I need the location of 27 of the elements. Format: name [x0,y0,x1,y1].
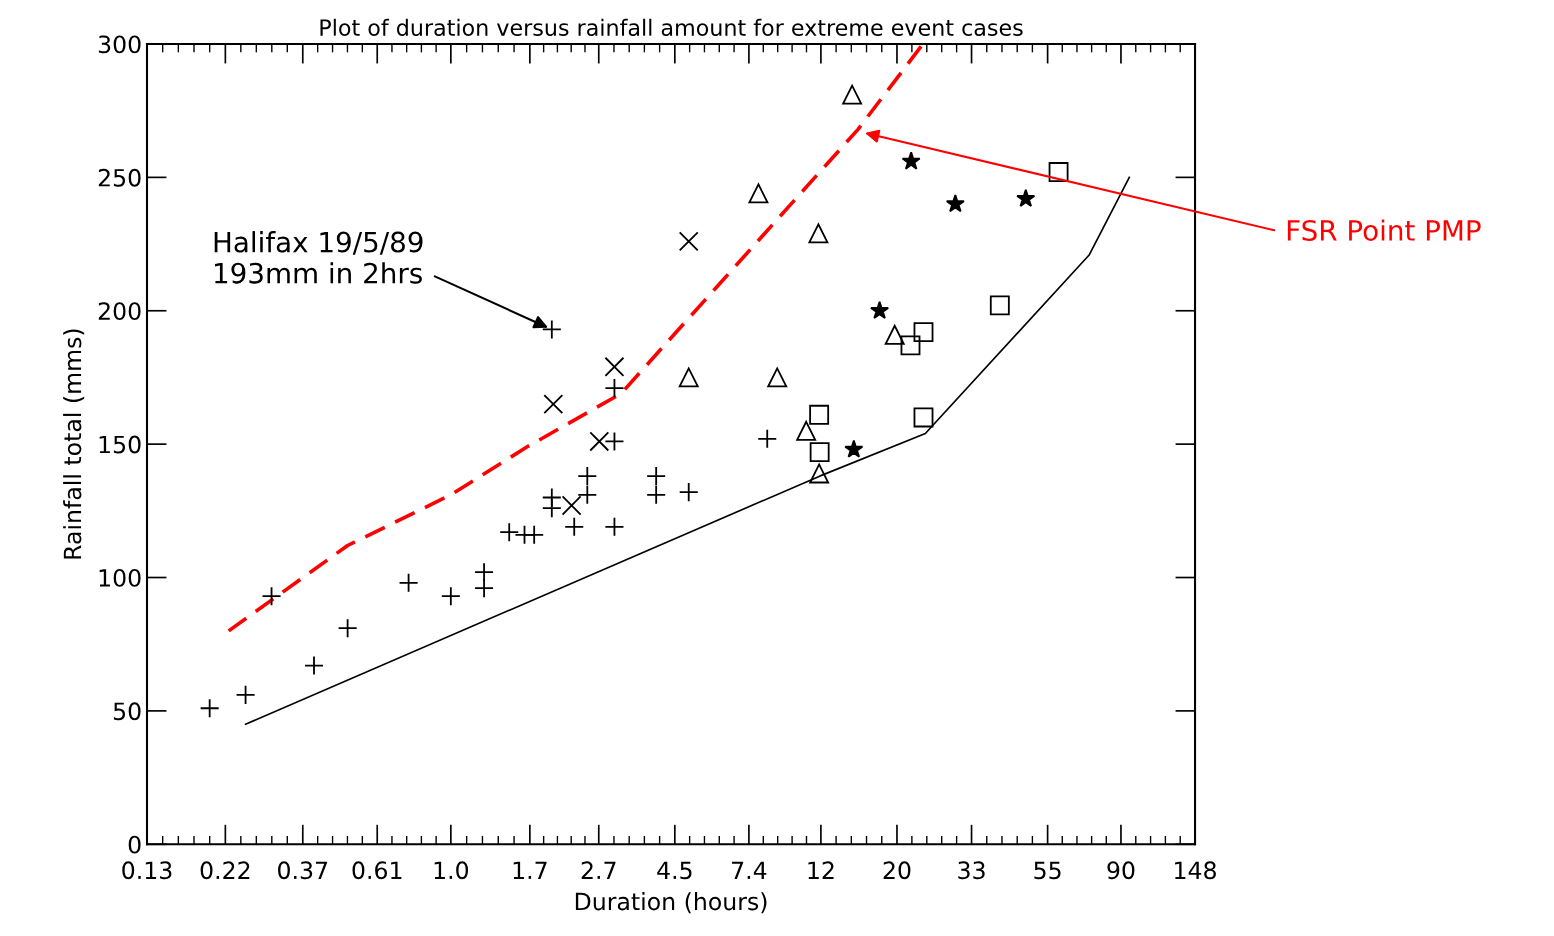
x-tick-label: 1.7 [513,861,547,879]
y-tick-label: 100 [99,568,141,587]
y-tick-label: 300 [98,35,141,54]
x-tick-label: 148 [1175,861,1216,880]
x-tick-label: 0.22 [200,861,250,880]
y-axis-title: Rainfall total (mms) [63,329,85,559]
x-tick-label: 0.13 [122,861,172,880]
x-tick-label: 2.7 [581,861,616,879]
x-tick-label: 0.37 [278,861,328,880]
y-tick-label: 0 [128,835,141,854]
x-tick-label: 20 [883,861,911,880]
x-tick-label: 55 [1034,861,1061,880]
x-tick-label: 4.5 [657,861,692,880]
x-tick-label: 1.0 [434,861,469,880]
x-tick-label: 12 [808,861,834,879]
x-tick-label: 33 [958,861,985,880]
x-tick-label: 7.4 [732,861,767,879]
x-tick-label: 0.61 [352,861,402,880]
y-tick-label: 50 [113,702,141,721]
y-tick-label: 250 [98,168,141,187]
y-tick-label: 150 [99,435,141,454]
y-tick-label: 200 [98,302,141,321]
annotation: Halifax 19/5/89 193mm in 2hrs [214,231,423,284]
annotation: FSR Point PMP [1287,219,1481,241]
chart-title: Plot of duration versus rainfall amount for extreme event cases [320,18,1023,36]
x-tick-label: 90 [1107,861,1135,880]
x-axis-title: Duration (hours) [575,892,767,914]
